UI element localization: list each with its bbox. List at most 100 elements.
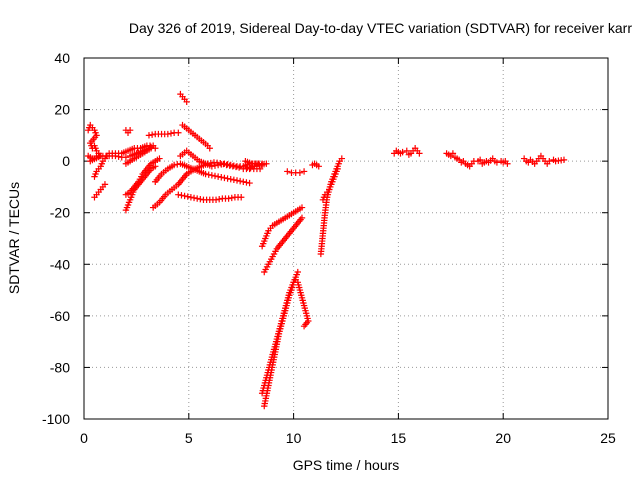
series-arc-16 [242,157,270,173]
series-arc-24 [319,165,341,204]
data-point [399,148,406,156]
data-point [230,162,238,169]
x-tick-label: 25 [600,430,616,446]
data-point [504,160,511,167]
data-point [183,98,190,106]
data-point [215,195,223,203]
data-points [84,90,568,410]
series-arc-21 [284,168,308,176]
data-point [238,194,245,201]
data-point [284,168,291,175]
series-arc-13 [177,90,190,106]
x-tick-label: 0 [80,430,88,446]
data-point [546,157,553,165]
series-arc-18 [261,214,306,276]
data-point [298,214,306,222]
y-tick-label: -60 [50,308,70,324]
data-point [246,179,253,187]
data-point [178,192,185,199]
data-point [225,195,232,202]
x-tick-label: 15 [391,430,407,446]
data-point [175,191,182,198]
series-arc-27 [474,155,511,167]
data-point [126,127,134,134]
data-point [300,168,308,175]
data-point [230,176,238,184]
data-point [184,193,191,200]
x-tick-label: 10 [286,430,302,446]
data-point [298,204,306,211]
y-tick-labels: -100 -80 -60 -40 -20 0 20 40 [42,50,70,427]
data-point [243,179,250,186]
data-point [167,130,175,137]
data-point [493,159,501,166]
series-arc-1 [84,121,104,165]
data-point [224,175,231,182]
data-point [449,150,457,157]
series-arc-12 [175,191,245,204]
data-point [218,161,225,168]
series-arc-19 [261,268,301,410]
data-point [202,170,209,178]
data-point [190,194,198,202]
data-point [212,196,220,204]
data-point [211,172,219,180]
data-point [101,181,109,188]
data-point [256,165,264,173]
data-point [206,145,213,152]
y-tick-label: -40 [50,256,70,272]
data-point [247,165,254,172]
series-arc-23 [317,155,346,258]
data-point [181,192,188,200]
y-tick-label: -80 [50,359,70,375]
data-point [560,156,568,164]
data-point [403,147,410,155]
data-point [227,161,234,169]
y-tick-label: 0 [62,153,70,169]
data-point [233,177,241,184]
x-tick-label: 5 [185,430,193,446]
data-point [338,155,346,162]
series-arc-28 [520,152,568,167]
series-arc-26 [443,150,478,170]
series-arc-25 [391,145,423,158]
data-point [187,194,195,201]
y-tick-label: 40 [54,50,70,66]
data-point [236,177,244,185]
data-point [224,161,231,168]
x-axis-label: GPS time / hours [293,457,400,473]
y-tick-label: -20 [50,205,70,221]
data-point [334,165,341,173]
data-point [170,161,178,169]
plot-frame [83,57,609,420]
x-tick-label: 20 [495,430,511,446]
data-point [211,162,219,169]
data-point [208,172,216,179]
data-point [315,163,322,170]
data-point [244,164,251,171]
y-axis-label: SDTVAR / TECUs [6,182,22,294]
data-point [105,150,113,157]
series-arc-11 [152,160,253,187]
data-point [221,174,228,182]
series-arc-22 [309,160,322,170]
data-point [175,129,182,136]
data-point [300,322,308,330]
data-point [214,161,222,169]
data-point [214,173,222,180]
series-arc-5 [122,127,134,136]
series-arc-14 [179,121,213,152]
data-point [84,152,92,160]
series-arc-10 [145,129,182,139]
data-point [205,171,212,178]
series-arc-8 [122,145,159,167]
data-point [240,178,247,185]
data-point [156,155,163,162]
data-point [164,130,172,138]
series-arc-3 [91,181,109,201]
data-point [296,169,304,176]
data-point [148,131,156,138]
data-point [122,154,130,161]
data-point [221,160,228,167]
series-arc-7 [122,155,163,198]
